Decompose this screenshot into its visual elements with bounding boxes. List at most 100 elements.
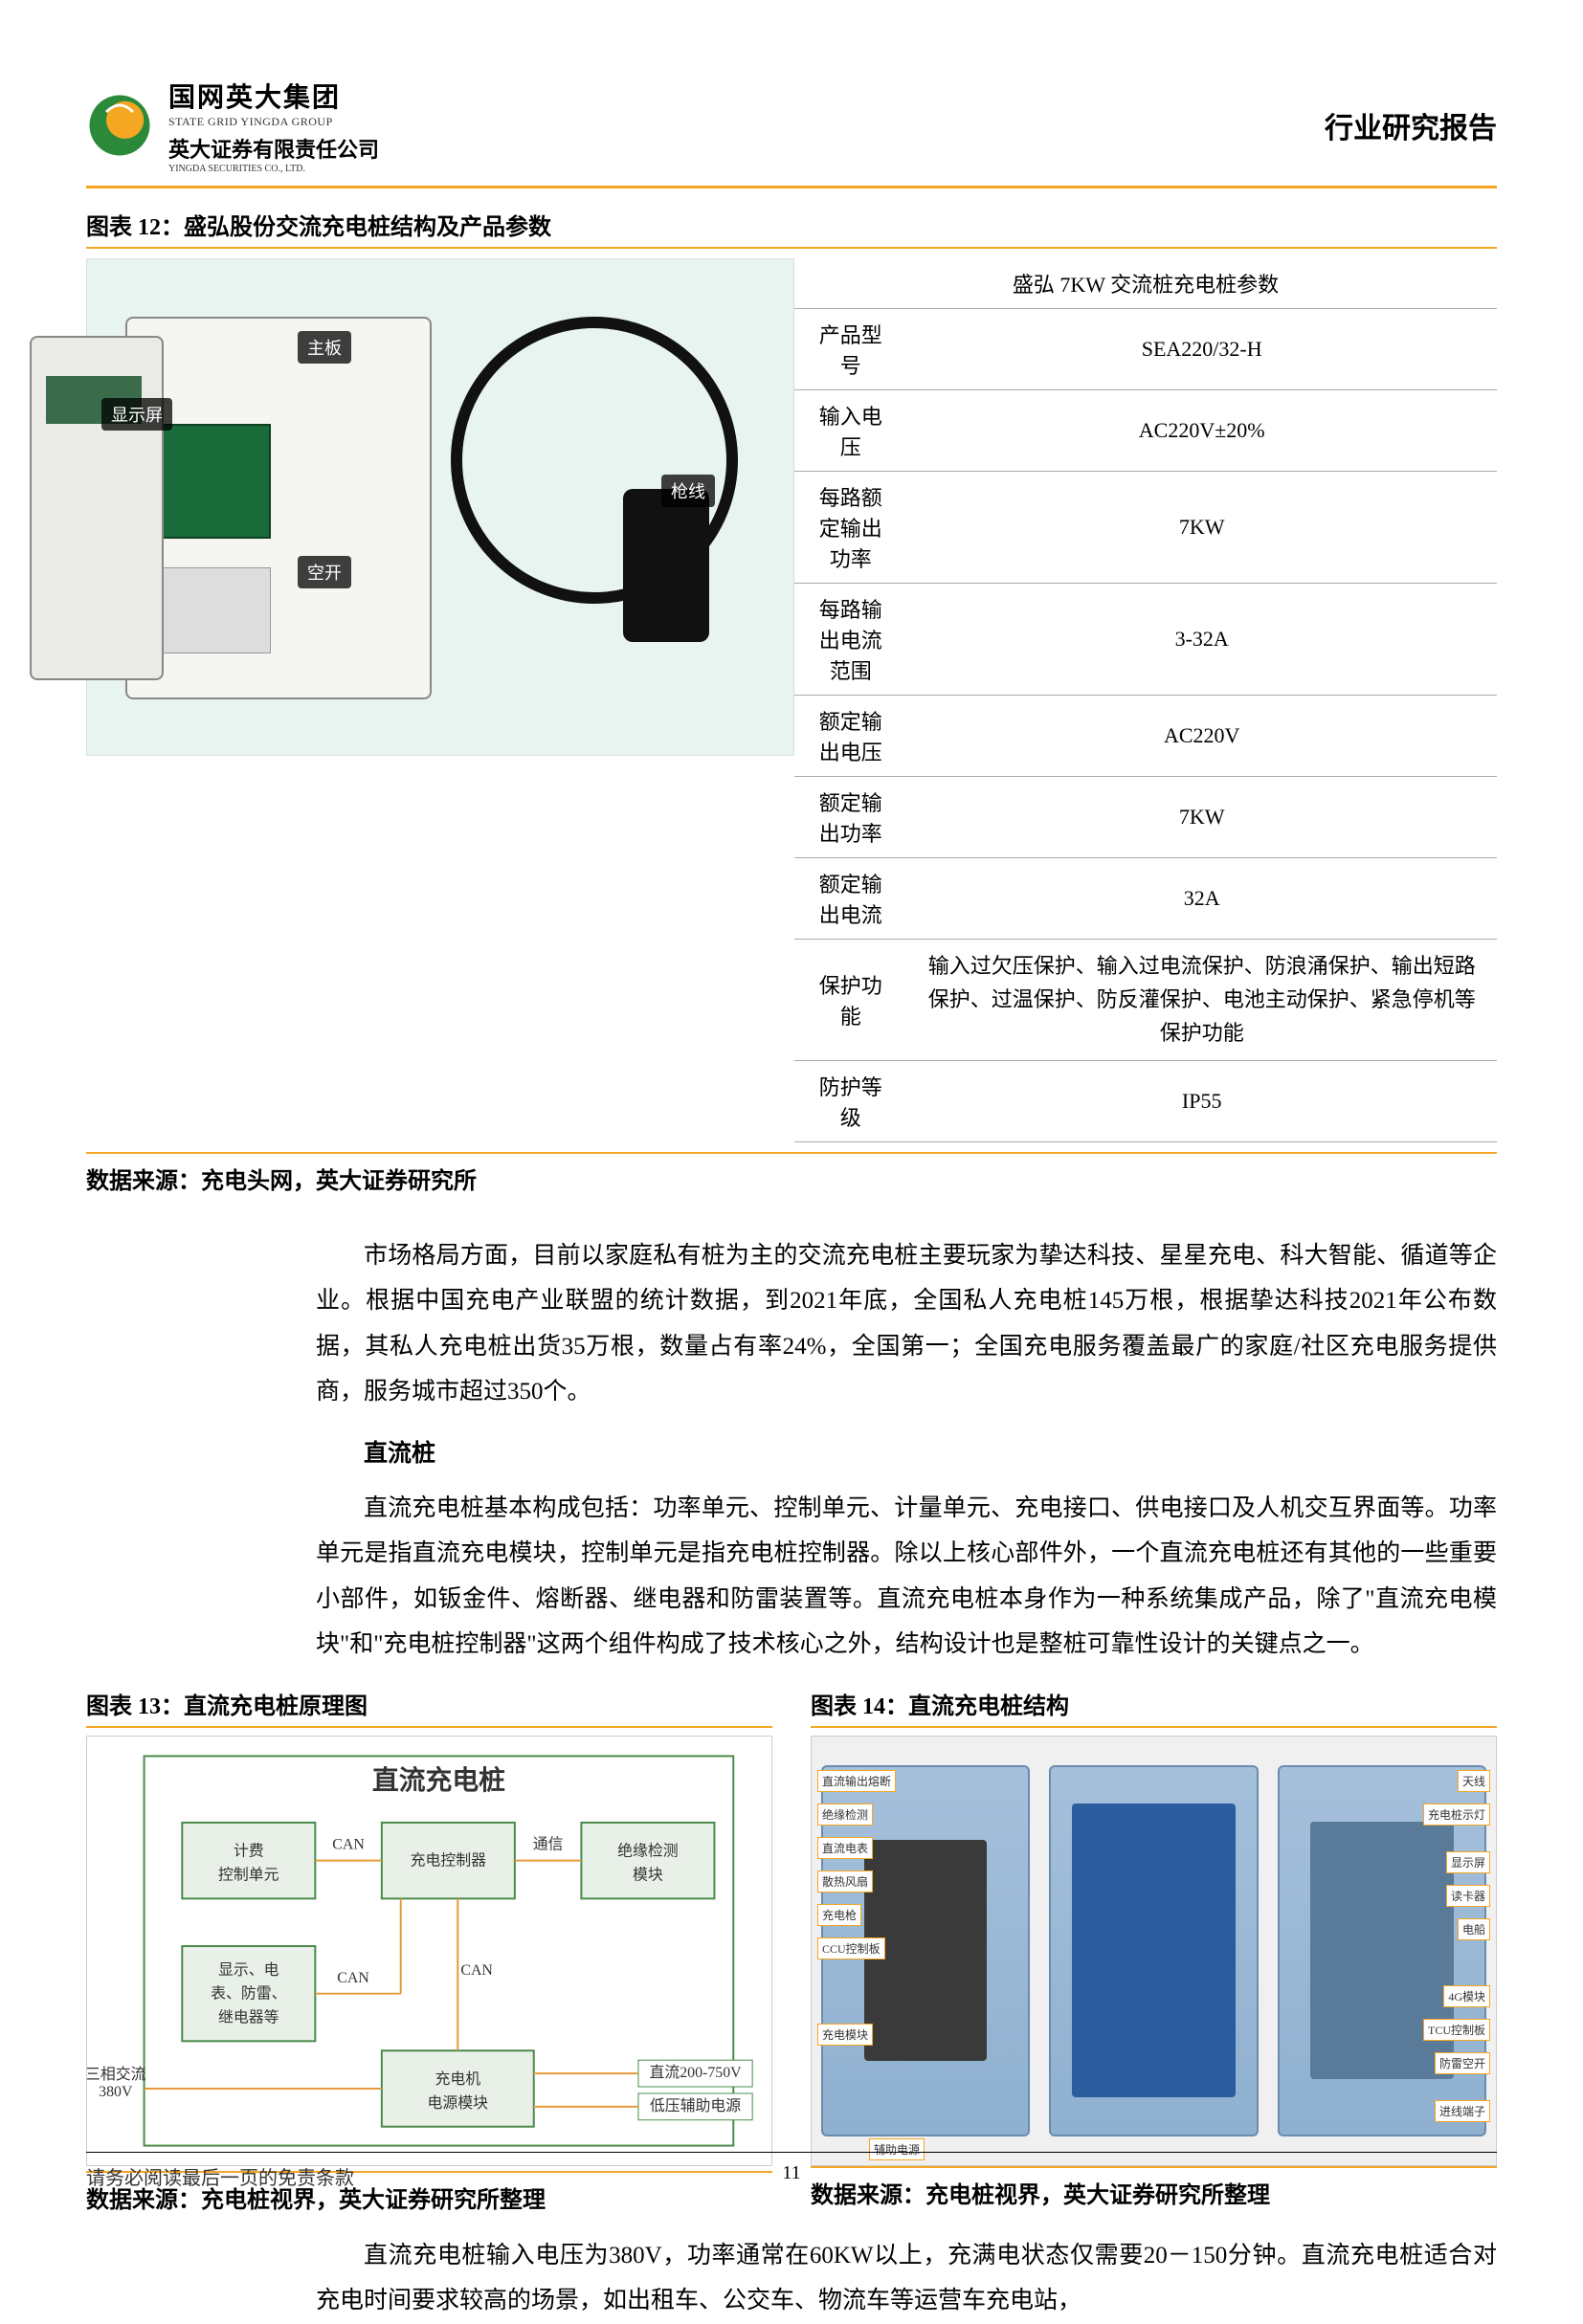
label-mainboard: 主板	[298, 331, 351, 364]
svg-text:计费: 计费	[234, 1842, 264, 1859]
footer-disclaimer: 请务必阅读最后一页的免责条款	[86, 2162, 354, 2190]
callout: 直流电表	[817, 1837, 873, 1859]
company-name-cn2: 英大证券有限责任公司	[168, 133, 379, 164]
callout: 绝缘检测	[817, 1804, 873, 1826]
callout: 电船	[1458, 1918, 1490, 1940]
figure-13-diagram: 直流充电桩 计费 控制单元 充电控制器 绝缘检测 模块 显示、电 表、防雷、 继…	[86, 1736, 772, 2166]
spec-val: 7KW	[906, 472, 1497, 584]
spec-key: 产品型号	[794, 309, 906, 390]
spec-key: 每路输出电流范围	[794, 584, 906, 696]
callout: 防雷空开	[1435, 2052, 1490, 2074]
callout: 充电枪	[817, 1904, 861, 1926]
breaker-module	[156, 567, 271, 653]
callout: 直流输出熔断	[817, 1770, 896, 1792]
svg-text:通信: 通信	[533, 1835, 564, 1852]
svg-text:380V: 380V	[99, 2084, 133, 2100]
figure-12-data-source: 数据来源：充电头网，英大证券研究所	[86, 1152, 1497, 1195]
page-header: 国网英大集团 STATE GRID YINGDA GROUP 英大证券有限责任公…	[86, 77, 1497, 188]
callout: 显示屏	[1446, 1851, 1490, 1873]
figure-12-product-image: 显示屏 主板 空开 枪线	[86, 258, 794, 756]
page-number: 11	[782, 2162, 800, 2184]
spec-table-title: 盛弘 7KW 交流桩充电桩参数	[794, 258, 1497, 309]
page-footer: 请务必阅读最后一页的免责条款 11	[86, 2152, 1497, 2190]
label-display: 显示屏	[101, 398, 172, 431]
spec-key: 保护功能	[794, 940, 906, 1061]
company-name-group: 国网英大集团 STATE GRID YINGDA GROUP 英大证券有限责任公…	[168, 77, 379, 174]
subhead-dc: 直流桩	[364, 1434, 1497, 1469]
spec-val: 3-32A	[906, 584, 1497, 696]
svg-text:电源模块: 电源模块	[428, 2093, 489, 2111]
charger-door	[30, 336, 164, 680]
body-paragraph-1: 市场格局方面，目前以家庭私有桩为主的交流充电桩主要玩家为挚达科技、星星充电、科大…	[316, 1233, 1497, 1415]
spec-val: 7KW	[906, 777, 1497, 858]
logo-block: 国网英大集团 STATE GRID YINGDA GROUP 英大证券有限责任公…	[86, 77, 379, 174]
spec-key: 额定输出功率	[794, 777, 906, 858]
svg-text:模块: 模块	[633, 1866, 663, 1883]
spec-val: 32A	[906, 858, 1497, 940]
charger-enclosure-box	[125, 317, 432, 699]
callout: 充电模块	[817, 2024, 873, 2046]
spec-key: 输入电压	[794, 390, 906, 472]
table-row: 防护等级IP55	[794, 1060, 1497, 1141]
table-row: 额定输出电压AC220V	[794, 696, 1497, 777]
figure-12-spec-table: 盛弘 7KW 交流桩充电桩参数 产品型号SEA220/32-H 输入电压AC22…	[794, 258, 1497, 1142]
callout: CCU控制板	[817, 1937, 885, 1959]
report-type-title: 行业研究报告	[1325, 104, 1497, 146]
callout: 天线	[1458, 1770, 1490, 1792]
label-cable: 枪线	[661, 475, 715, 507]
callout: 进线端子	[1435, 2100, 1490, 2122]
svg-text:表、防雷、: 表、防雷、	[211, 1984, 286, 2002]
svg-text:直流200-750V: 直流200-750V	[649, 2064, 742, 2081]
table-row: 盛弘 7KW 交流桩充电桩参数	[794, 258, 1497, 309]
callout: 读卡器	[1446, 1885, 1490, 1907]
cabinet-middle	[1049, 1765, 1258, 2136]
cabinet-door	[1072, 1804, 1236, 2097]
svg-text:CAN: CAN	[337, 1969, 369, 1985]
spec-val: AC220V	[906, 696, 1497, 777]
figure-14-title: 图表 14：直流充电桩结构	[811, 1687, 1497, 1728]
table-row: 每路额定输出功率7KW	[794, 472, 1497, 584]
charging-gun	[623, 489, 709, 642]
table-row: 输入电压AC220V±20%	[794, 390, 1497, 472]
table-row: 保护功能输入过欠压保护、输入过电流保护、防浪涌保护、输出短路保护、过温保护、防反…	[794, 940, 1497, 1061]
cabinet-open	[1310, 1822, 1454, 2079]
svg-text:CAN: CAN	[332, 1836, 365, 1852]
svg-text:继电器等: 继电器等	[218, 2008, 279, 2025]
figure-13-14-row: 图表 13：直流充电桩原理图 直流充电桩 计费 控制单元 充电控制器 绝缘检测 …	[86, 1687, 1497, 2214]
svg-text:控制单元: 控制单元	[218, 1866, 279, 1883]
svg-text:充电控制器: 充电控制器	[411, 1851, 487, 1869]
figure-12-container: 显示屏 主板 空开 枪线 盛弘 7KW 交流桩充电桩参数 产品型号SEA220/…	[86, 258, 1497, 1142]
spec-key: 每路额定输出功率	[794, 472, 906, 584]
callout: 散热风扇	[817, 1870, 873, 1892]
figure-14-structure-image: 直流输出熔断 绝缘检测 直流电表 散热风扇 充电枪 CCU控制板 充电模块 辅助…	[811, 1736, 1497, 2166]
spec-val: 输入过欠压保护、输入过电流保护、防浪涌保护、输出短路保护、过温保护、防反灌保护、…	[906, 940, 1497, 1061]
callout: 充电桩示灯	[1423, 1804, 1490, 1826]
company-name-cn1: 国网英大集团	[168, 77, 379, 115]
mainboard-pcb	[156, 424, 271, 539]
spec-key: 额定输出电流	[794, 858, 906, 940]
table-row: 每路输出电流范围3-32A	[794, 584, 1497, 696]
spec-key: 防护等级	[794, 1060, 906, 1141]
figure-14-column: 图表 14：直流充电桩结构 直流输出熔断 绝缘检测 直流电表 散热风扇 充电枪 …	[811, 1687, 1497, 2214]
svg-text:显示、电: 显示、电	[218, 1960, 279, 1978]
figure-13-title: 图表 13：直流充电桩原理图	[86, 1687, 772, 1728]
svg-text:CAN: CAN	[460, 1961, 493, 1978]
table-row: 额定输出功率7KW	[794, 777, 1497, 858]
callout: 4G模块	[1443, 1985, 1490, 2007]
company-name-en1: STATE GRID YINGDA GROUP	[168, 115, 379, 129]
body-paragraph-2: 直流充电桩基本构成包括：功率单元、控制单元、计量单元、充电接口、供电接口及人机交…	[316, 1486, 1497, 1668]
figure-13-column: 图表 13：直流充电桩原理图 直流充电桩 计费 控制单元 充电控制器 绝缘检测 …	[86, 1687, 772, 2214]
svg-text:绝缘检测: 绝缘检测	[617, 1842, 679, 1859]
label-breaker: 空开	[298, 556, 351, 588]
table-row: 产品型号SEA220/32-H	[794, 309, 1497, 390]
diagram-title-text: 直流充电桩	[372, 1765, 505, 1796]
table-row: 额定输出电流32A	[794, 858, 1497, 940]
spec-val: AC220V±20%	[906, 390, 1497, 472]
company-name-en2: YINGDA SECURITIES CO., LTD.	[168, 164, 379, 174]
body-paragraph-3: 直流充电桩输入电压为380V，功率通常在60KW以上，充满电状态仅需要20－15…	[316, 2233, 1497, 2324]
callout: TCU控制板	[1423, 2019, 1490, 2041]
spec-val: IP55	[906, 1060, 1497, 1141]
figure-12-title: 图表 12：盛弘股份交流充电桩结构及产品参数	[86, 208, 1497, 249]
svg-text:三相交流: 三相交流	[86, 2066, 146, 2083]
spec-val: SEA220/32-H	[906, 309, 1497, 390]
